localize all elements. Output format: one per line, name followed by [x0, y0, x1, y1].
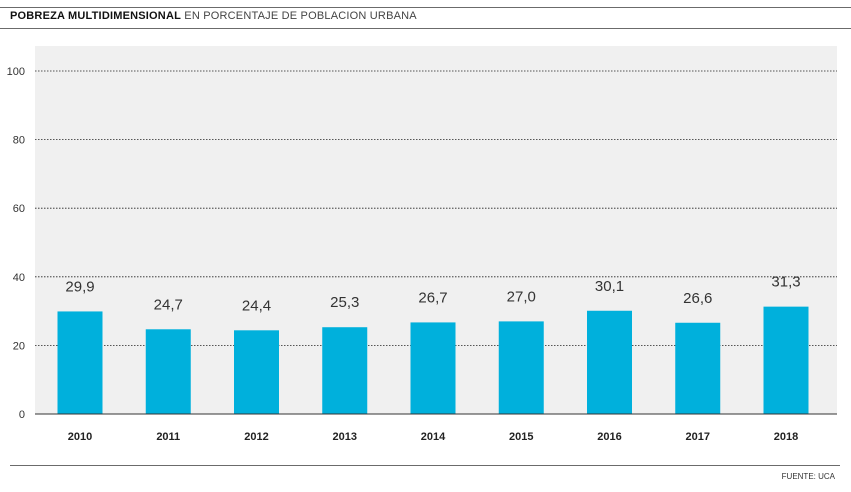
x-tick-label-2011: 2011	[156, 431, 180, 443]
y-tick-label-60: 60	[13, 203, 25, 215]
x-tick-label-2018: 2018	[774, 431, 798, 443]
bar-2016	[587, 310, 632, 414]
value-label-2014: 26,7	[418, 289, 447, 306]
y-tick-label-80: 80	[13, 135, 25, 147]
value-label-2011: 24,7	[154, 296, 183, 313]
y-tick-label-100: 100	[7, 66, 25, 78]
bar-2014	[410, 322, 456, 414]
bottom-rule	[10, 465, 840, 466]
top-rule	[0, 7, 851, 8]
x-tick-label-2014: 2014	[421, 431, 446, 443]
bar-2010	[57, 311, 103, 414]
value-label-2018: 31,3	[771, 274, 800, 291]
value-label-2010: 29,9	[65, 278, 94, 295]
title-rule	[0, 28, 851, 29]
value-label-2017: 26,6	[683, 290, 712, 307]
x-tick-label-2015: 2015	[509, 431, 533, 443]
x-tick-label-2012: 2012	[244, 431, 268, 443]
bar-2015	[498, 321, 544, 414]
x-tick-label-2017: 2017	[686, 431, 710, 443]
value-label-2012: 24,4	[242, 297, 271, 314]
x-tick-label-2013: 2013	[333, 431, 357, 443]
bar-2018	[763, 306, 809, 414]
bar-2017	[675, 322, 721, 414]
value-label-2015: 27,0	[507, 288, 536, 305]
chart-title: POBREZA MULTIDIMENSIONAL EN PORCENTAJE D…	[10, 10, 417, 22]
y-tick-label-20: 20	[13, 340, 25, 352]
bar-2011	[145, 329, 191, 414]
x-tick-label-2016: 2016	[597, 431, 621, 443]
source-note: FUENTE: UCA	[781, 472, 835, 481]
value-label-2013: 25,3	[330, 294, 359, 311]
x-tick-label-2010: 2010	[68, 431, 92, 443]
value-label-2016: 30,1	[595, 278, 624, 295]
bar-2013	[322, 327, 368, 414]
y-tick-label-40: 40	[13, 272, 25, 284]
y-tick-label-0: 0	[19, 409, 25, 421]
chart-title-main: POBREZA MULTIDIMENSIONAL	[10, 10, 182, 22]
bar-2012	[234, 330, 279, 414]
chart-title-subtitle: EN PORCENTAJE DE POBLACION URBANA	[184, 10, 417, 22]
